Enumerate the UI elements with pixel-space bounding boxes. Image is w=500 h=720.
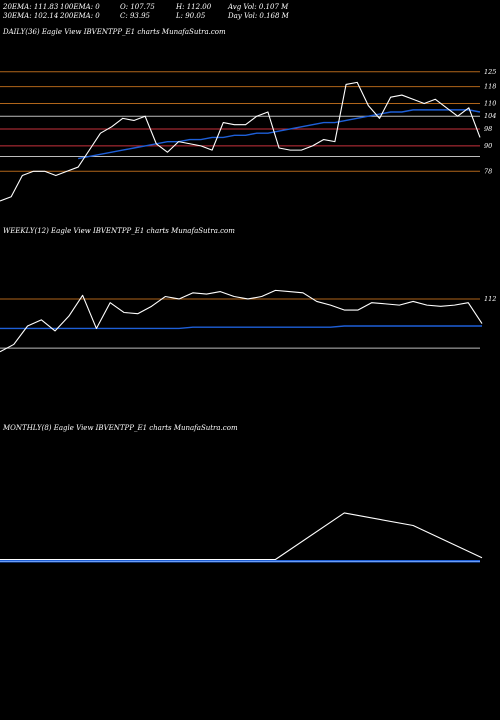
level-label-0-1: 118 — [484, 83, 496, 91]
header-high: H: 112.00 — [176, 3, 212, 11]
price-line-2 — [0, 512, 483, 561]
ema-line-1 — [0, 325, 482, 330]
header-low: L: 90.05 — [176, 12, 206, 20]
header-close: C: 93.95 — [120, 12, 150, 20]
header-30ema: 30EMA: 102.14 — [3, 12, 59, 20]
daily-chart-title: DAILY(36) Eagle View IBVENTPP_E1 charts … — [3, 28, 226, 36]
level-label-0-3: 104 — [484, 112, 496, 120]
price-line-1 — [0, 289, 483, 353]
header-20ema: 20EMA: 111.83 — [3, 3, 59, 11]
header-open: O: 107.75 — [120, 3, 155, 11]
ema-line-0 — [78, 109, 481, 160]
level-label-0-4: 98 — [484, 125, 492, 133]
level-label-0-7: 78 — [484, 167, 492, 175]
price-line-0 — [0, 81, 481, 202]
header-day-vol: Day Vol: 0.168 M — [228, 12, 289, 20]
level-label-0-2: 110 — [484, 100, 496, 108]
level-label-0-0: 125 — [484, 68, 496, 76]
level-label-1-0: 112 — [484, 295, 496, 303]
header-100ema: 100EMA: 0 — [60, 3, 100, 11]
header-200ema: 200EMA: 0 — [60, 12, 100, 20]
weekly-chart-title: WEEKLY(12) Eagle View IBVENTPP_E1 charts… — [3, 227, 235, 235]
monthly-chart-title: MONTHLY(8) Eagle View IBVENTPP_E1 charts… — [3, 424, 238, 432]
level-label-0-5: 90 — [484, 142, 492, 150]
header-avg-vol: Avg Vol: 0.107 M — [228, 3, 289, 11]
